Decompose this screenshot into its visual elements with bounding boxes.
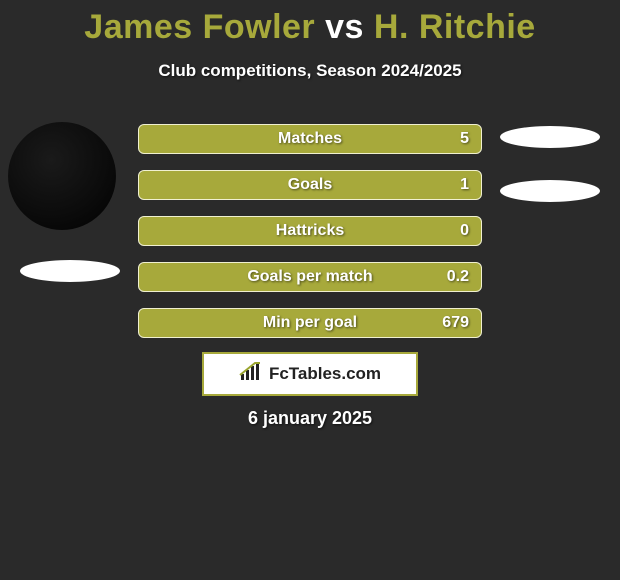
- stat-value: 5: [460, 130, 469, 148]
- player1-avatar: [8, 122, 116, 230]
- vs-text: vs: [325, 8, 364, 46]
- date-text: 6 january 2025: [248, 408, 372, 429]
- stat-label: Goals: [288, 176, 332, 194]
- player1-name: James Fowler: [84, 8, 315, 46]
- stat-bar-min-per-goal: Min per goal 679: [138, 308, 482, 338]
- stat-label: Hattricks: [276, 222, 344, 240]
- stat-value: 0: [460, 222, 469, 240]
- player1-shadow-ellipse: [20, 260, 120, 282]
- stat-label: Goals per match: [247, 268, 372, 286]
- bar-chart-icon: [239, 362, 263, 387]
- fctables-logo-box[interactable]: FcTables.com: [202, 352, 418, 396]
- logo-text: FcTables.com: [269, 364, 381, 384]
- stat-value: 679: [442, 314, 469, 332]
- stat-bar-matches: Matches 5: [138, 124, 482, 154]
- player2-ellipse-1: [500, 126, 600, 148]
- stat-bar-hattricks: Hattricks 0: [138, 216, 482, 246]
- stat-bar-goals: Goals 1: [138, 170, 482, 200]
- subtitle: Club competitions, Season 2024/2025: [0, 61, 620, 81]
- stat-value: 1: [460, 176, 469, 194]
- stat-label: Matches: [278, 130, 342, 148]
- page-title: James Fowler vs H. Ritchie: [0, 0, 620, 47]
- stat-bar-goals-per-match: Goals per match 0.2: [138, 262, 482, 292]
- stat-label: Min per goal: [263, 314, 357, 332]
- player2-ellipse-2: [500, 180, 600, 202]
- player2-name: H. Ritchie: [374, 8, 536, 46]
- stat-bars: Matches 5 Goals 1 Hattricks 0 Goals per …: [138, 124, 482, 354]
- stat-value: 0.2: [447, 268, 469, 286]
